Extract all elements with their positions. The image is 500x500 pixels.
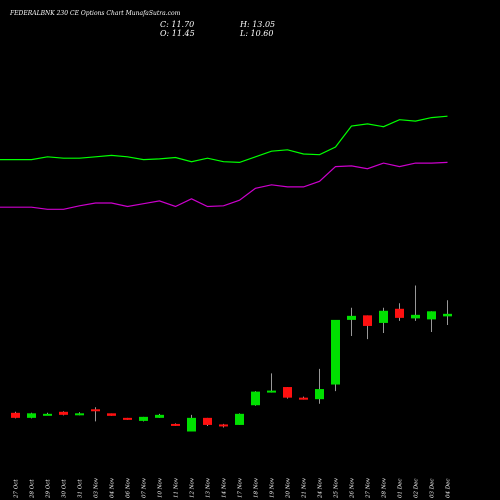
candle-body [443, 313, 452, 317]
x-tick-label: 02 Dec [414, 479, 420, 499]
candle-9 [155, 413, 164, 418]
x-tick-label: 28 Nov [382, 477, 388, 499]
bands-layer [0, 115, 448, 210]
x-tick-label: 13 Nov [206, 477, 212, 498]
candle-12 [203, 417, 212, 426]
candle-body [75, 413, 84, 416]
candle-18 [299, 396, 308, 400]
x-tick-label: 04 Nov [110, 477, 116, 498]
x-tick-label: 03 Dec [430, 479, 436, 499]
candle-13 [219, 423, 228, 428]
candles-layer [11, 285, 452, 432]
candle-2 [43, 412, 52, 416]
x-tick-label: 07 Nov [142, 477, 148, 498]
candle-26 [427, 311, 436, 333]
candle-22 [363, 315, 372, 340]
candle-0 [11, 411, 20, 419]
candle-body [187, 417, 196, 432]
low-price-label: L: 10.60 [240, 29, 274, 38]
x-tick-label: 19 Nov [270, 477, 276, 498]
x-tick-label: 11 Nov [174, 477, 180, 498]
candle-8 [139, 416, 148, 422]
x-tick-label: 12 Nov [190, 477, 196, 498]
candle-4 [75, 412, 84, 416]
candle-body [395, 308, 404, 318]
candle-body [171, 423, 180, 426]
close-price-label: C: 11.70 [160, 20, 195, 29]
candle-27 [443, 300, 452, 325]
x-tick-label: 24 Nov [318, 477, 324, 499]
candle-body [11, 412, 20, 418]
candle-body [331, 319, 340, 385]
candle-21 [347, 307, 356, 337]
chart-title: FEDERALBNK 230 CE Options Chart MunafaSu… [10, 10, 181, 17]
x-tick-label: 30 Oct [62, 479, 68, 498]
x-tick-label: 29 Oct [46, 479, 52, 499]
x-tick-label: 27 Oct [14, 479, 20, 499]
x-tick-label: 27 Nov [366, 477, 372, 499]
candle-10 [171, 423, 180, 426]
x-tick-label: 31 Oct [78, 479, 84, 498]
candle-body [411, 314, 420, 319]
candle-16 [267, 373, 276, 393]
candle-24 [395, 303, 404, 321]
x-axis-labels: 27 Oct 28 Oct 29 Oct 30 Oct 31 Oct 03 Nov 04 N… [14, 477, 452, 499]
candle-15 [251, 391, 260, 406]
candle-7 [123, 417, 132, 420]
x-tick-label: 14 Nov [222, 477, 228, 498]
x-tick-label: 17 Nov [238, 477, 244, 498]
x-tick-label: 03 Nov [94, 477, 100, 498]
open-price-label: O: 11.45 [160, 29, 195, 38]
x-tick-label: 28 Oct [30, 479, 36, 499]
candle-25 [411, 285, 420, 321]
candle-body [299, 397, 308, 400]
candle-body [267, 390, 276, 393]
x-tick-label: 25 Nov [334, 477, 340, 499]
x-tick-label: 21 Nov [302, 477, 308, 499]
high-price-label: H: 13.05 [240, 20, 276, 29]
x-tick-label: 20 Nov [286, 477, 292, 499]
x-tick-label: 06 Nov [126, 477, 132, 498]
candle-body [235, 413, 244, 425]
candle-body [155, 414, 164, 418]
candle-5 [91, 407, 100, 422]
candle-body [283, 387, 292, 398]
candle-body [347, 315, 356, 320]
candle-body [43, 413, 52, 416]
candle-23 [379, 307, 388, 334]
candle-3 [59, 411, 68, 416]
x-tick-label: 04 Dec [446, 479, 452, 499]
candle-body [203, 417, 212, 425]
candle-11 [187, 414, 196, 432]
candle-body [251, 391, 260, 406]
lower-band-line [0, 161, 448, 210]
candle-body [427, 311, 436, 320]
candle-body [315, 389, 324, 400]
candle-body [107, 413, 116, 416]
candle-1 [27, 412, 36, 419]
candle-19 [315, 368, 324, 404]
candle-body [219, 424, 228, 427]
candle-20 [331, 319, 340, 392]
candle-body [123, 417, 132, 420]
candle-body [379, 310, 388, 323]
upper-band-line [0, 115, 448, 164]
x-tick-label: 01 Dec [398, 479, 404, 499]
candle-17 [283, 387, 292, 399]
x-tick-label: 18 Nov [254, 477, 260, 498]
candle-body [91, 409, 100, 412]
candle-body [363, 315, 372, 326]
x-tick-label: 26 Nov [350, 477, 356, 499]
candle-body [59, 411, 68, 415]
candle-14 [235, 413, 244, 425]
x-tick-label: 10 Nov [158, 477, 164, 498]
candle-body [139, 416, 148, 421]
candle-body [27, 413, 36, 418]
candle-6 [107, 413, 116, 416]
